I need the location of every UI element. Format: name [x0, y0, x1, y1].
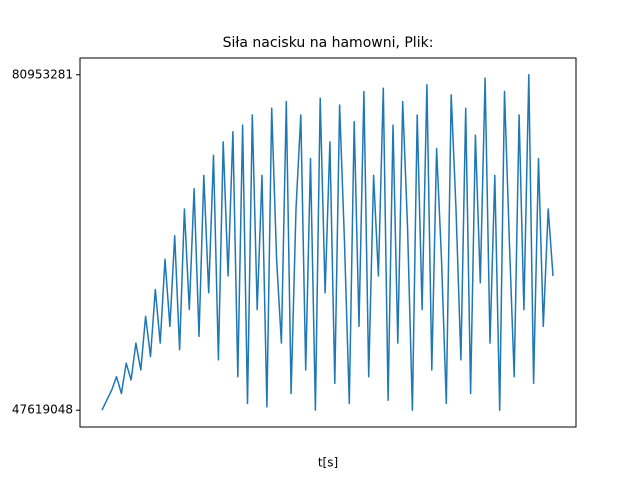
plot-frame — [79, 57, 577, 428]
y-tick-label: 47619048 — [12, 403, 73, 417]
data-line — [101, 74, 554, 411]
y-tick-label: 80953281 — [12, 67, 73, 81]
x-axis-label: t[s] — [318, 456, 338, 470]
chart-title: Siła nacisku na hamowni, Plik: — [223, 35, 434, 51]
